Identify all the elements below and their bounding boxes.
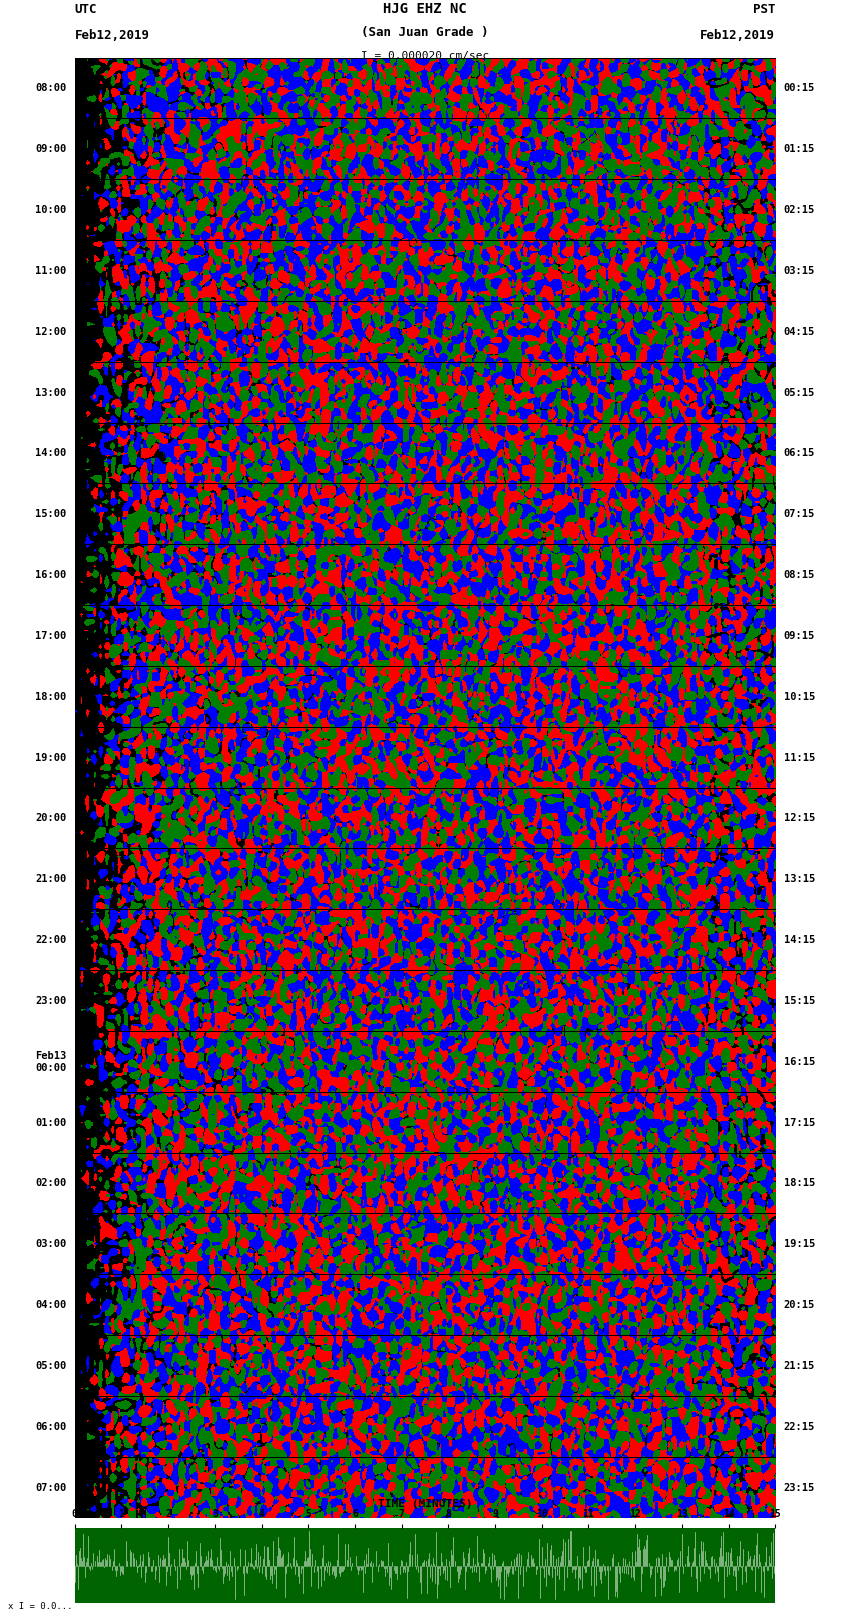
X-axis label: TIME (MINUTES): TIME (MINUTES) xyxy=(377,1498,473,1510)
Text: 11:15: 11:15 xyxy=(784,753,815,763)
Text: 23:00: 23:00 xyxy=(35,995,66,1007)
Text: 02:15: 02:15 xyxy=(784,205,815,215)
Text: 20:15: 20:15 xyxy=(784,1300,815,1310)
Text: 12:00: 12:00 xyxy=(35,327,66,337)
Text: Feb13
00:00: Feb13 00:00 xyxy=(35,1052,66,1073)
Text: 14:00: 14:00 xyxy=(35,448,66,458)
Text: 22:15: 22:15 xyxy=(784,1421,815,1432)
Text: 19:00: 19:00 xyxy=(35,753,66,763)
Text: 06:15: 06:15 xyxy=(784,448,815,458)
Text: 06:00: 06:00 xyxy=(35,1421,66,1432)
Text: 13:15: 13:15 xyxy=(784,874,815,884)
Text: 17:00: 17:00 xyxy=(35,631,66,640)
Text: 15:15: 15:15 xyxy=(784,995,815,1007)
Text: x I = 0.0...: x I = 0.0... xyxy=(8,1602,73,1611)
Text: 18:00: 18:00 xyxy=(35,692,66,702)
Text: 01:15: 01:15 xyxy=(784,144,815,155)
Text: 07:00: 07:00 xyxy=(35,1482,66,1492)
Text: 15:00: 15:00 xyxy=(35,510,66,519)
Text: 13:00: 13:00 xyxy=(35,387,66,397)
Text: 08:00: 08:00 xyxy=(35,84,66,94)
Text: PST: PST xyxy=(753,3,775,16)
Text: 03:00: 03:00 xyxy=(35,1239,66,1248)
Text: 16:15: 16:15 xyxy=(784,1057,815,1066)
Text: 21:00: 21:00 xyxy=(35,874,66,884)
Text: UTC: UTC xyxy=(75,3,97,16)
Text: 02:00: 02:00 xyxy=(35,1179,66,1189)
Text: I = 0.000020 cm/sec: I = 0.000020 cm/sec xyxy=(361,52,489,61)
Text: Feb12,2019: Feb12,2019 xyxy=(700,29,775,42)
Text: 09:15: 09:15 xyxy=(784,631,815,640)
Text: 20:00: 20:00 xyxy=(35,813,66,823)
Text: 03:15: 03:15 xyxy=(784,266,815,276)
Text: (San Juan Grade ): (San Juan Grade ) xyxy=(361,26,489,39)
Text: 14:15: 14:15 xyxy=(784,936,815,945)
Text: 22:00: 22:00 xyxy=(35,936,66,945)
Text: 11:00: 11:00 xyxy=(35,266,66,276)
Text: 19:15: 19:15 xyxy=(784,1239,815,1248)
Text: 09:00: 09:00 xyxy=(35,144,66,155)
Text: 21:15: 21:15 xyxy=(784,1361,815,1371)
Text: 10:00: 10:00 xyxy=(35,205,66,215)
Text: 23:15: 23:15 xyxy=(784,1482,815,1492)
Text: 04:00: 04:00 xyxy=(35,1300,66,1310)
Text: 16:00: 16:00 xyxy=(35,569,66,581)
Text: 04:15: 04:15 xyxy=(784,327,815,337)
Text: 05:00: 05:00 xyxy=(35,1361,66,1371)
Text: 18:15: 18:15 xyxy=(784,1179,815,1189)
Text: 07:15: 07:15 xyxy=(784,510,815,519)
Text: 00:15: 00:15 xyxy=(784,84,815,94)
Text: 08:15: 08:15 xyxy=(784,569,815,581)
Text: 12:15: 12:15 xyxy=(784,813,815,823)
Text: Feb12,2019: Feb12,2019 xyxy=(75,29,150,42)
Text: 01:00: 01:00 xyxy=(35,1118,66,1127)
Text: 10:15: 10:15 xyxy=(784,692,815,702)
Text: HJG EHZ NC: HJG EHZ NC xyxy=(383,2,467,16)
Text: 17:15: 17:15 xyxy=(784,1118,815,1127)
Text: 05:15: 05:15 xyxy=(784,387,815,397)
